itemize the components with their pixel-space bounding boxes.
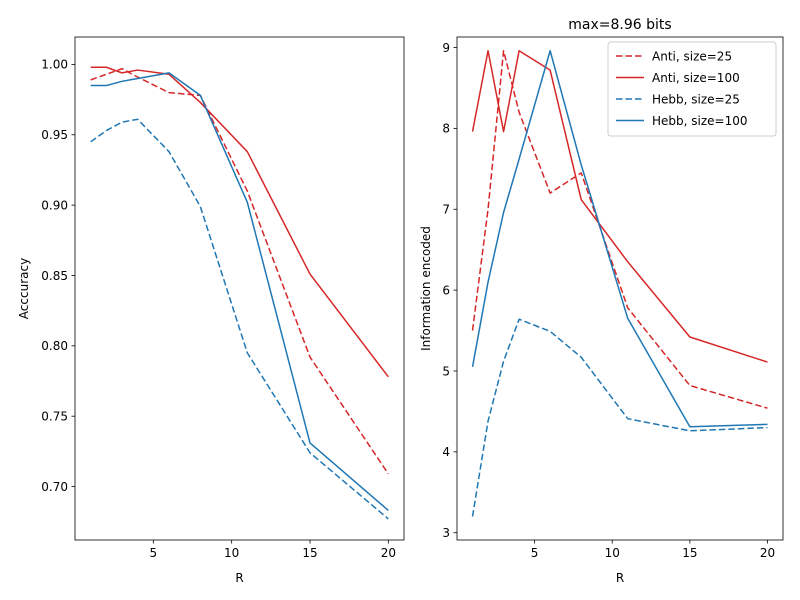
information-y-tick-label: 3	[442, 526, 450, 540]
accuracy-panel: R Acccuracy 5 10 15 20 0.70 0.75 0.80 0.85 0.90 0…	[17, 36, 405, 585]
legend: Anti, size=25 Anti, size=100 Hebb, size=25…	[607, 41, 777, 137]
information-x-axis-label: R	[616, 571, 624, 585]
information-x-tick-label: 20	[760, 546, 775, 560]
accuracy-series-hebb-size-25-line	[90, 118, 389, 520]
information-y-tick-label: 5	[442, 364, 450, 378]
accuracy-x-tick-label: 5	[150, 546, 158, 560]
information-y-tick-label: 6	[442, 283, 450, 297]
information-y-axis-label: Information encoded	[419, 226, 433, 351]
information-panel-title: max=8.96 bits	[568, 17, 671, 33]
legend-box	[607, 41, 777, 137]
accuracy-y-axis-label: Acccuracy	[17, 258, 31, 319]
accuracy-axes-frame	[74, 36, 405, 541]
information-axes-frame	[456, 36, 784, 541]
information-x-tick-label: 5	[531, 546, 539, 560]
information-series-anti-size-25-line	[471, 50, 768, 409]
accuracy-y-tick-label: 1.00	[41, 58, 68, 72]
legend-label-anti-size-25: Anti, size=25	[652, 49, 732, 63]
accuracy-y-tick-label: 0.95	[41, 128, 68, 142]
information-y-tick-label: 7	[442, 203, 450, 217]
information-y-tick-label: 9	[442, 41, 450, 55]
accuracy-series-anti-size-25-line	[90, 67, 389, 475]
information-y-tick-label: 8	[442, 122, 450, 136]
accuracy-y-tick-label: 0.70	[41, 480, 68, 494]
accuracy-x-tick-label: 10	[224, 546, 239, 560]
legend-label-anti-size-100: Anti, size=100	[652, 71, 740, 85]
accuracy-series-hebb-size-100-line	[90, 72, 389, 512]
accuracy-y-tick-label: 0.90	[41, 198, 68, 212]
information-y-tick-label: 4	[442, 445, 450, 459]
accuracy-x-tick-label: 20	[381, 546, 396, 560]
legend-label-hebb-size-25: Hebb, size=25	[652, 92, 740, 106]
accuracy-y-tick-label: 0.80	[41, 339, 68, 353]
information-series-anti-size-100-line	[471, 50, 768, 363]
accuracy-series-anti-size-100-line	[90, 66, 389, 378]
accuracy-x-tick-label: 15	[302, 546, 317, 560]
information-panel: max=8.96 bits R Information encoded 5 10 1…	[419, 17, 784, 585]
information-x-tick-label: 10	[605, 546, 620, 560]
information-series-hebb-size-25-line	[471, 318, 768, 517]
legend-label-hebb-size-100: Hebb, size=100	[652, 114, 748, 128]
information-series-hebb-size-100-line	[471, 50, 768, 428]
accuracy-y-tick-label: 0.75	[41, 409, 68, 423]
accuracy-x-axis-label: R	[235, 571, 243, 585]
accuracy-y-tick-label: 0.85	[41, 269, 68, 283]
information-x-tick-label: 15	[682, 546, 697, 560]
